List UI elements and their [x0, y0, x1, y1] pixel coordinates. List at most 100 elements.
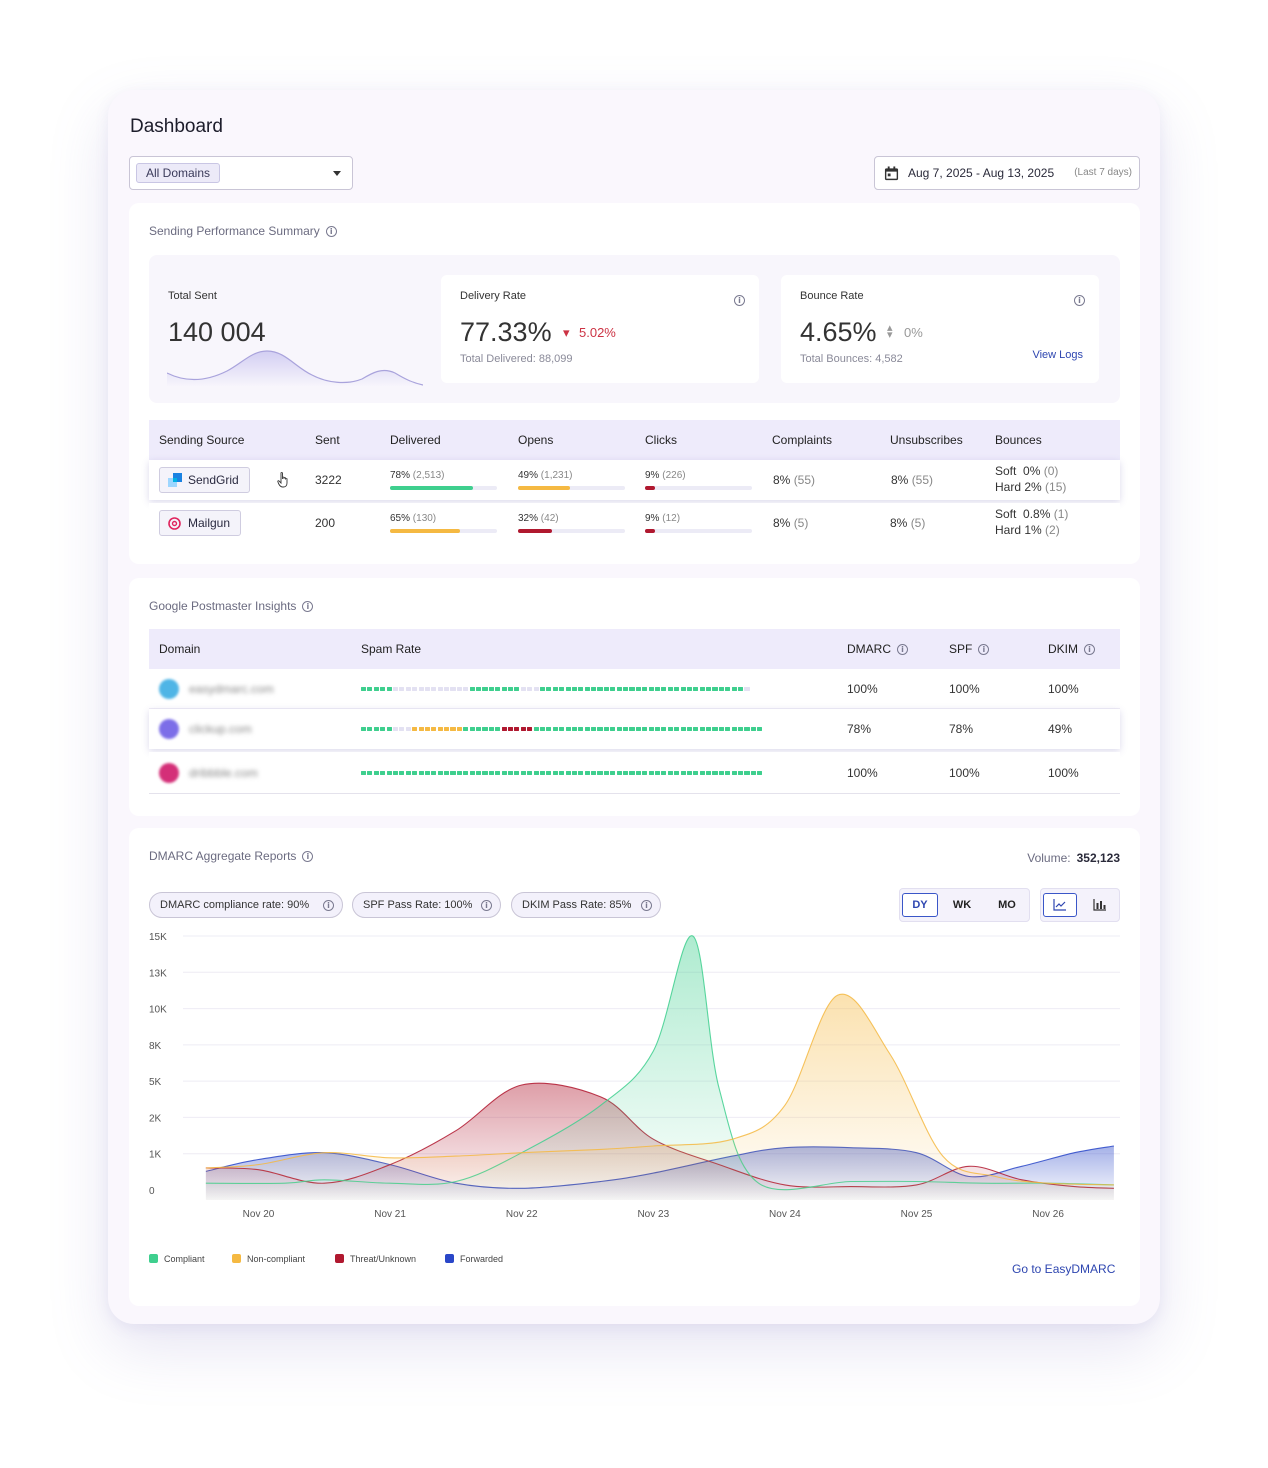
spam-rate-segment [686, 727, 693, 731]
domain-select[interactable]: All Domains [129, 156, 353, 190]
spam-rate-segment [546, 727, 552, 731]
count: (130) [412, 513, 437, 524]
info-icon[interactable]: i [325, 226, 337, 238]
period-week-button[interactable]: WK [952, 899, 972, 911]
count: (42) [540, 513, 559, 524]
pct: 2% [1024, 480, 1042, 494]
dkim-pass-pill[interactable]: DKIM Pass Rate: 85% i [511, 892, 661, 918]
spam-rate-segment [456, 687, 462, 691]
source-chip-sendgrid[interactable]: SendGrid [159, 467, 250, 493]
table-row[interactable]: dribbble.com 100% 100% 100% [149, 752, 1120, 794]
page-title: Dashboard [130, 116, 223, 137]
count: (1) [1053, 507, 1069, 521]
spam-rate-segment [565, 687, 571, 691]
spam-rate-segment [399, 771, 405, 775]
spam-rate-segment [725, 687, 731, 691]
table-row[interactable]: easydmarc.com 100% 100% 100% [149, 669, 1120, 709]
y-tick-label: 2K [149, 1113, 162, 1124]
pill-label: DKIM Pass Rate: 85% [522, 899, 632, 911]
spam-rate-segment [699, 727, 705, 731]
info-icon[interactable]: i [1074, 292, 1085, 310]
spam-rate-segment [718, 771, 724, 775]
spam-rate-segment [380, 771, 386, 775]
spam-rate-segment [738, 687, 744, 691]
period-day-button[interactable]: DY [902, 893, 938, 917]
postmaster-table-header: Domain Spam Rate DMARC i SPF i DKIM i [149, 629, 1120, 669]
opens-progress-bar [518, 486, 625, 490]
table-row[interactable]: SendGrid 3222 78% (2,513) 49% (1,231) 9%… [149, 460, 1120, 500]
chevron-down-icon[interactable] [333, 171, 341, 176]
info-icon[interactable]: i [897, 644, 908, 656]
source-name: SendGrid [188, 473, 239, 487]
spam-rate-segment [424, 687, 430, 691]
info-icon[interactable]: i [302, 601, 314, 613]
info-icon[interactable]: i [323, 900, 334, 911]
table-row[interactable]: clickup.com 78% 78% 49% [149, 709, 1120, 749]
y-tick-label: 0 [149, 1186, 155, 1197]
spam-rate-segment [565, 727, 571, 731]
pill-label: DMARC compliance rate: 90% [160, 899, 310, 911]
domain-chip[interactable]: All Domains [136, 163, 221, 183]
spam-rate-segment [648, 687, 654, 691]
bounce-rate-value: 4.65% [800, 317, 877, 347]
x-tick-label: Nov 26 [1032, 1209, 1064, 1220]
spf-pass-pill[interactable]: SPF Pass Rate: 100% i [352, 892, 501, 918]
col-delivered: Delivered [390, 433, 441, 447]
col-unsubscribes: Unsubscribes [890, 433, 963, 447]
pct: 0.8% [1023, 507, 1051, 521]
spam-rate-segment [488, 687, 494, 691]
spam-rate-segment [584, 771, 590, 775]
count: (55) [793, 473, 816, 487]
spam-rate-segment [450, 727, 456, 731]
info-icon[interactable]: i [734, 295, 745, 307]
spam-rate-segment [654, 687, 661, 691]
spam-rate-segment [476, 771, 482, 775]
info-icon[interactable]: i [1074, 295, 1085, 307]
spam-rate-segment [456, 727, 462, 731]
complaints-value: 8% (55) [773, 473, 815, 487]
spam-rate-segment [424, 727, 430, 731]
spam-rate-segment [571, 687, 577, 691]
date-range-picker[interactable]: Aug 7, 2025 - Aug 13, 2025 (Last 7 days) [874, 156, 1140, 190]
col-label: SPF [949, 642, 973, 656]
spam-rate-segment [450, 771, 456, 775]
mailgun-icon [168, 517, 181, 530]
sent-value: 3222 [315, 473, 342, 487]
info-icon[interactable]: i [1084, 644, 1095, 656]
source-name: Mailgun [188, 516, 231, 530]
delivery-rate-value: 77.33% [460, 317, 552, 347]
line-chart-button[interactable] [1043, 893, 1077, 917]
info-icon[interactable]: i [302, 851, 314, 863]
spam-rate-segment [514, 687, 520, 691]
spam-rate-segment [527, 727, 533, 731]
count: (0) [1043, 464, 1059, 478]
unsubscribes-value: 8% (5) [890, 516, 925, 530]
section-title-text: DMARC Aggregate Reports [149, 849, 297, 863]
spam-rate-segment [629, 727, 635, 731]
info-icon[interactable]: i [978, 644, 990, 656]
spam-rate-segment [744, 771, 750, 775]
table-row[interactable]: Mailgun 200 65% (130) 32% (42) 9% (12) 8… [149, 503, 1120, 543]
volume-label: Volume: [1027, 851, 1071, 865]
spam-rate-segment [699, 771, 705, 775]
opens-progress-bar [518, 529, 625, 533]
view-logs-link[interactable]: View Logs [1032, 349, 1083, 361]
progress-fill [518, 486, 571, 490]
info-icon[interactable]: i [481, 900, 492, 911]
period-month-button[interactable]: MO [998, 899, 1016, 911]
spam-rate-segment [488, 771, 494, 775]
spf-value: 100% [949, 766, 980, 780]
go-to-easydmarc-link[interactable]: Go to EasyDMARC [1012, 1262, 1116, 1276]
spam-rate-segment [399, 727, 405, 731]
info-icon[interactable]: i [641, 900, 652, 911]
spam-rate-segment [482, 727, 488, 731]
spam-rate-segment [648, 771, 654, 775]
bar-chart-button[interactable] [1083, 893, 1117, 917]
delivery-rate-metric: Delivery Rate i 77.33% ▾ 5.02% Total Del… [441, 275, 759, 383]
spam-rate-segment [597, 771, 603, 775]
progress-fill [390, 486, 474, 490]
info-icon[interactable]: i [734, 292, 745, 310]
source-chip-mailgun[interactable]: Mailgun [159, 510, 242, 536]
metrics-area: Total Sent 140 004 Delivery Rate i 77.33… [149, 255, 1120, 403]
dmarc-compliance-pill[interactable]: DMARC compliance rate: 90% i [149, 892, 343, 918]
